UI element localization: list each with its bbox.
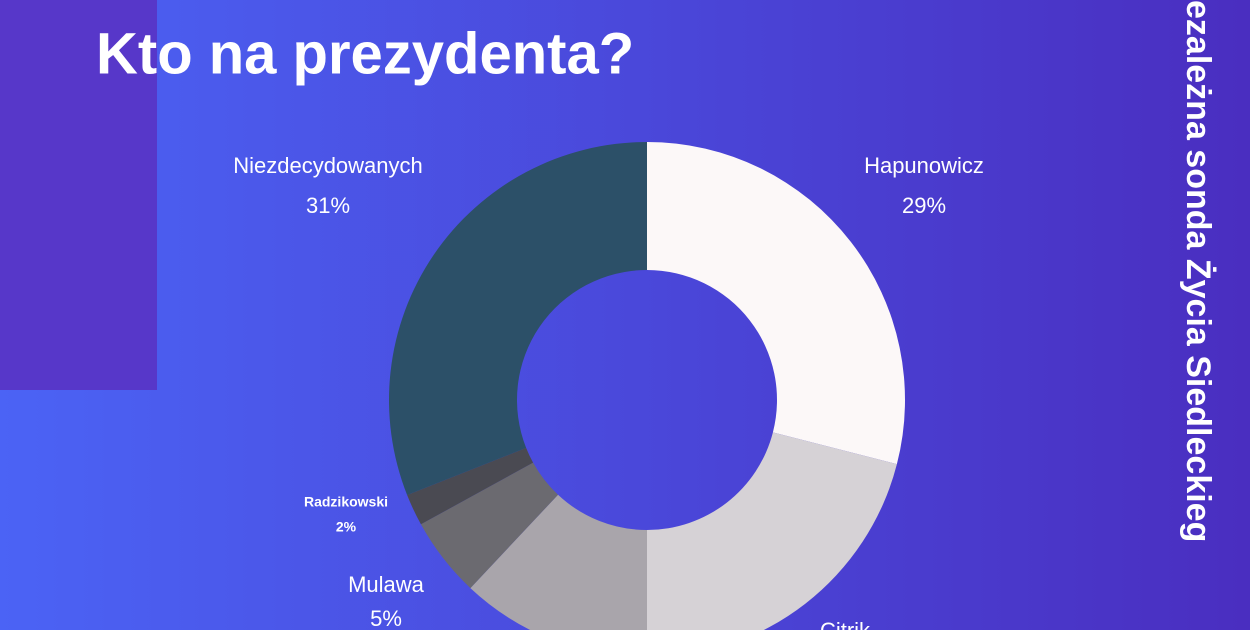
slice-value: 29% [902, 193, 946, 218]
donut-slice [647, 432, 897, 630]
slice-value: 31% [306, 193, 350, 218]
donut-slice [407, 447, 534, 525]
slice-label: Citrik [820, 618, 871, 630]
slice-value: 5% [370, 606, 402, 630]
slice-label: Radzikowski [304, 494, 388, 510]
donut-slice [389, 142, 647, 495]
slice-value: 2% [336, 519, 357, 535]
slice-label: Niezdecydowanych [233, 153, 423, 178]
chart-title: Kto na prezydenta? [96, 21, 634, 86]
donut-slice [420, 462, 559, 589]
donut-slice [647, 142, 905, 465]
slice-label: Hapunowicz [864, 153, 984, 178]
decor-block [0, 0, 157, 390]
side-text: ezależna sonda Życia Siedleckieg [1179, 0, 1217, 542]
donut-slice [470, 494, 647, 630]
slice-label: Mulawa [348, 572, 425, 597]
